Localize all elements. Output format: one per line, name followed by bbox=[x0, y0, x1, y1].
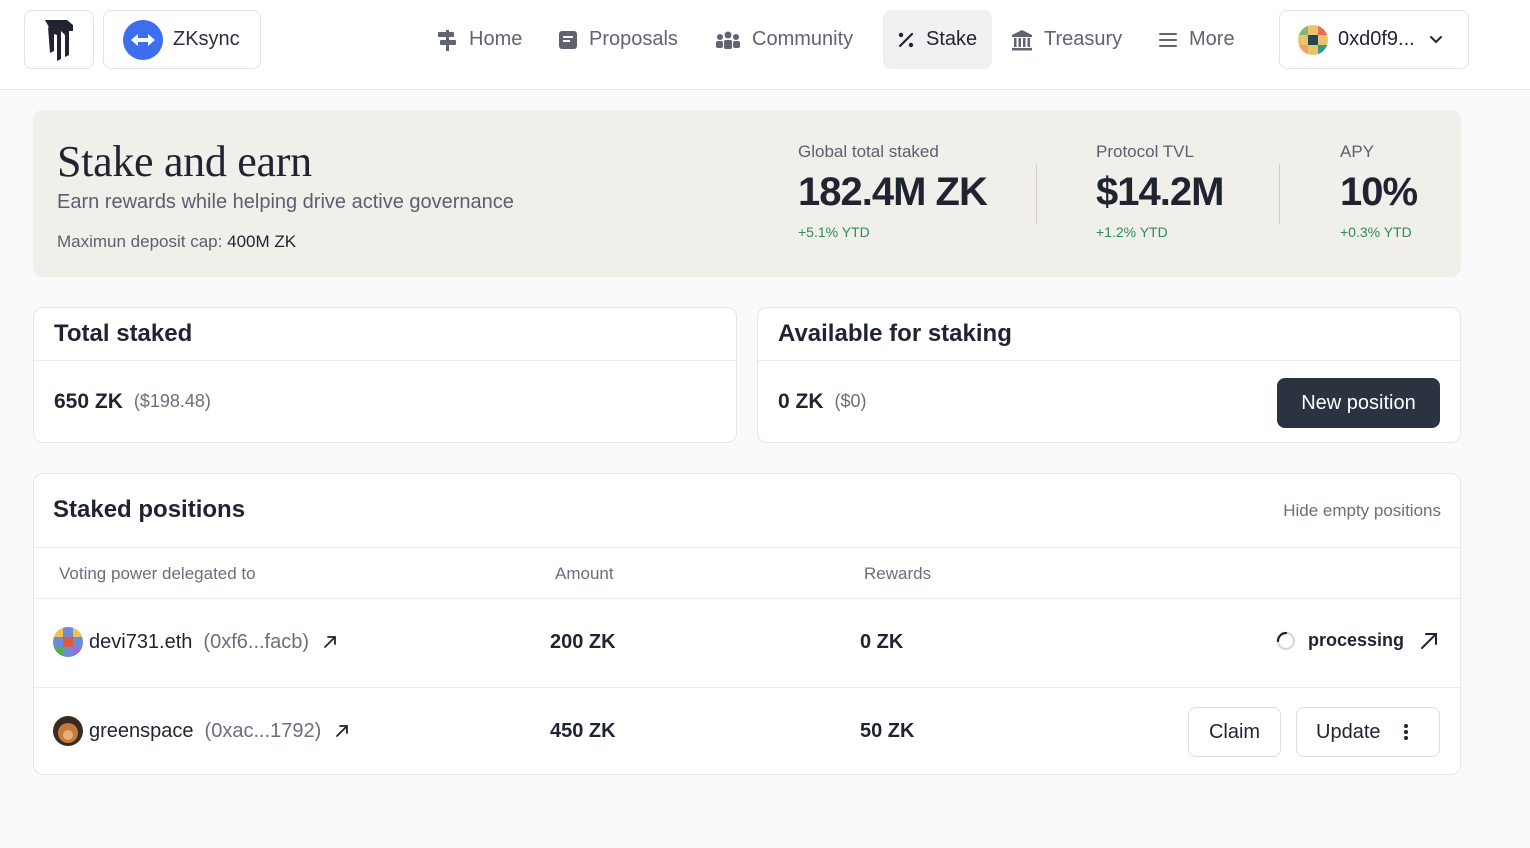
spinner-icon bbox=[1276, 631, 1296, 650]
available-usd: ($0) bbox=[834, 391, 867, 411]
app-logo-icon bbox=[45, 19, 73, 61]
total-staked-card: Total staked 650 ZK ($198.48) bbox=[33, 307, 737, 443]
stat-protocol-tvl: Protocol TVL $14.2M +1.2% YTD bbox=[1096, 142, 1224, 240]
wallet-address: 0xd0f9... bbox=[1338, 28, 1415, 50]
nav-stake-label: Stake bbox=[926, 28, 978, 50]
stat-label: APY bbox=[1340, 142, 1375, 161]
stat-change: +0.3% YTD bbox=[1340, 224, 1412, 240]
bank-icon bbox=[1012, 29, 1032, 50]
table-row: devi731.eth (0xf6...facb) 200 ZK 0 ZK pr… bbox=[34, 599, 1460, 688]
stake-hero-banner: Stake and earn Earn rewards while helpin… bbox=[33, 110, 1461, 277]
card-title: Total staked bbox=[34, 308, 736, 361]
people-icon bbox=[716, 31, 740, 49]
nav-community-label: Community bbox=[752, 28, 854, 50]
stat-change: +5.1% YTD bbox=[798, 224, 870, 240]
page-title: Stake and earn bbox=[57, 137, 312, 186]
top-navigation-bar: ZKsync Home Proposals Community bbox=[0, 0, 1530, 90]
position-amount: 200 ZK bbox=[550, 631, 616, 653]
document-icon bbox=[559, 30, 577, 49]
stat-apy: APY 10% +0.3% YTD bbox=[1340, 142, 1418, 240]
column-delegate: Voting power delegated to bbox=[59, 564, 256, 583]
processing-status: processing bbox=[1276, 630, 1438, 651]
nav-more[interactable]: More bbox=[1144, 10, 1249, 69]
stat-global-total-staked: Global total staked 182.4M ZK +5.1% YTD bbox=[798, 142, 988, 240]
available-staking-card: Available for staking 0 ZK ($0) New posi… bbox=[757, 307, 1461, 443]
total-staked-amount: 650 ZK bbox=[54, 389, 123, 413]
delegate-address: (0xac...1792) bbox=[204, 719, 322, 742]
position-rewards: 50 ZK bbox=[860, 720, 915, 742]
claim-button[interactable]: Claim bbox=[1188, 707, 1281, 757]
stat-label: Protocol TVL bbox=[1096, 142, 1194, 161]
update-button[interactable]: Update bbox=[1296, 707, 1440, 757]
org-switcher[interactable]: ZKsync bbox=[103, 10, 261, 69]
update-button-label: Update bbox=[1316, 720, 1381, 743]
column-rewards: Rewards bbox=[864, 564, 932, 583]
nav-community[interactable]: Community bbox=[701, 10, 867, 69]
page-subtitle: Earn rewards while helping drive active … bbox=[57, 191, 514, 213]
signpost-icon bbox=[438, 29, 456, 51]
nav-treasury-label: Treasury bbox=[1044, 28, 1123, 50]
new-position-button[interactable]: New position bbox=[1277, 378, 1440, 428]
stat-value: 182.4M ZK bbox=[798, 170, 988, 214]
stat-divider bbox=[1279, 164, 1280, 224]
external-link-icon[interactable] bbox=[323, 635, 337, 649]
deposit-cap: Maximun deposit cap: 400M ZK bbox=[57, 232, 296, 252]
hide-empty-positions-toggle[interactable]: Hide empty positions bbox=[1283, 501, 1441, 520]
position-amount: 450 ZK bbox=[550, 720, 616, 742]
position-rewards: 0 ZK bbox=[860, 631, 904, 653]
more-vertical-icon[interactable] bbox=[1403, 723, 1409, 741]
column-amount: Amount bbox=[555, 564, 614, 583]
percent-icon bbox=[898, 32, 914, 47]
delegate-name[interactable]: devi731.eth bbox=[89, 630, 193, 653]
external-link-icon[interactable] bbox=[1420, 632, 1438, 650]
status-text: processing bbox=[1307, 630, 1404, 650]
nav-stake[interactable]: Stake bbox=[883, 10, 992, 69]
zksync-logo-icon bbox=[123, 19, 163, 60]
chevron-down-icon bbox=[1429, 35, 1442, 43]
available-amount: 0 ZK bbox=[778, 389, 824, 413]
positions-title: Staked positions bbox=[53, 496, 246, 523]
total-staked-usd: ($198.48) bbox=[133, 391, 211, 411]
nav-home[interactable]: Home bbox=[422, 10, 536, 69]
wallet-dropdown[interactable]: 0xd0f9... bbox=[1279, 10, 1469, 69]
stat-value: $14.2M bbox=[1096, 170, 1224, 214]
stat-change: +1.2% YTD bbox=[1096, 224, 1168, 240]
deposit-cap-value: 400M ZK bbox=[227, 232, 297, 251]
wallet-avatar bbox=[1298, 24, 1328, 55]
nav-proposals-label: Proposals bbox=[589, 28, 678, 50]
stat-divider bbox=[1036, 164, 1037, 224]
avatar bbox=[53, 627, 83, 657]
nav-treasury[interactable]: Treasury bbox=[997, 10, 1136, 69]
stat-label: Global total staked bbox=[798, 142, 939, 161]
org-name: ZKsync bbox=[173, 28, 240, 50]
card-title: Available for staking bbox=[758, 308, 1460, 361]
external-link-icon[interactable] bbox=[335, 724, 349, 738]
deposit-cap-label: Maximun deposit cap: bbox=[57, 232, 223, 251]
avatar bbox=[53, 716, 83, 746]
nav-home-label: Home bbox=[469, 28, 523, 50]
nav-more-label: More bbox=[1189, 28, 1235, 50]
staked-positions-card: Staked positions Hide empty positions Vo… bbox=[33, 473, 1461, 775]
stat-value: 10% bbox=[1340, 170, 1418, 214]
delegate-name[interactable]: greenspace bbox=[89, 719, 194, 742]
app-logo-button[interactable] bbox=[24, 10, 94, 69]
table-header: Voting power delegated to Amount Rewards bbox=[34, 548, 1460, 599]
delegate-address: (0xf6...facb) bbox=[203, 630, 310, 653]
table-row: greenspace (0xac...1792) 450 ZK 50 ZK Cl… bbox=[34, 688, 1460, 777]
nav-proposals[interactable]: Proposals bbox=[544, 10, 692, 69]
menu-icon bbox=[1159, 32, 1177, 47]
